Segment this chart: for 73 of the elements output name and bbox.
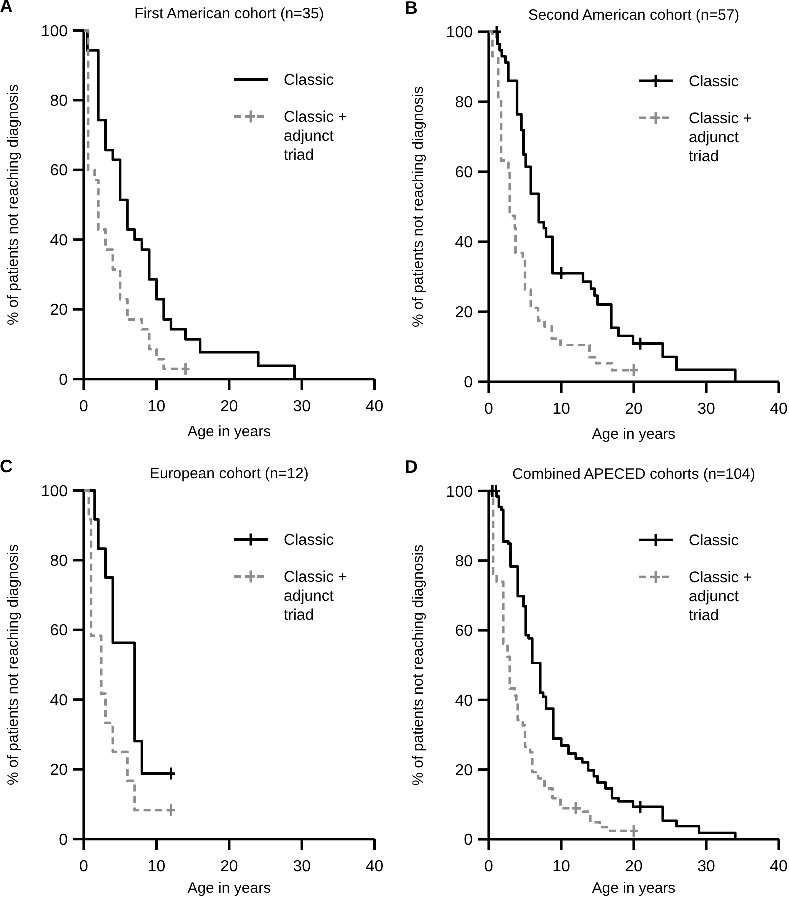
- y-tick-label: 80: [455, 94, 474, 112]
- point: [635, 800, 646, 814]
- legend-label: Classic + adjunct triad: [689, 570, 752, 625]
- y-tick-label: 60: [50, 162, 68, 180]
- text: A: [0, 0, 13, 17]
- x-tick-label: 30: [293, 858, 312, 876]
- legend-label: Classic + adjunct triad: [284, 569, 348, 624]
- x-tick-label: 0: [80, 858, 89, 876]
- x-tick-label: 10: [148, 858, 166, 876]
- y-tick-label: 0: [59, 832, 68, 849]
- x-axis-title: Age in years: [188, 423, 272, 440]
- y-tick-label: 40: [50, 232, 68, 250]
- y-tick-label: 40: [455, 692, 474, 710]
- legend-label: Classic: [284, 72, 334, 90]
- x-tick-label: 20: [220, 398, 238, 416]
- y-tick-label: 100: [446, 24, 474, 42]
- x-tick-label: 0: [484, 401, 494, 418]
- x-tick-label: 40: [366, 398, 384, 416]
- x-tick-label: 10: [552, 858, 570, 876]
- y-tick-label: 80: [50, 553, 68, 570]
- legend-label: Classic: [689, 532, 740, 550]
- point: [628, 363, 640, 378]
- chart-title: Second American cohort (n=57): [528, 7, 740, 24]
- x-tick-label: 20: [625, 401, 643, 418]
- x-axis-title: Age in years: [188, 880, 272, 897]
- x-tick-label: 10: [552, 401, 570, 418]
- y-tick-label: 60: [455, 164, 474, 182]
- y-tick-label: 100: [41, 23, 68, 40]
- x-tick-label: 30: [293, 398, 312, 416]
- y-axis-title: % of patients not reaching diagnosis: [5, 84, 22, 326]
- y-tick-label: 0: [59, 372, 68, 389]
- chart-title: Combined APECED cohorts (n=104): [512, 466, 756, 484]
- text: C: [0, 456, 13, 477]
- legend-label: Classic + adjunct triad: [284, 109, 348, 164]
- y-tick-label: 20: [455, 762, 474, 780]
- y-tick-label: 100: [41, 483, 68, 500]
- legend-label: Classic + adjunct triad: [689, 110, 752, 166]
- chart-title: European cohort (n=12): [150, 466, 309, 483]
- x-tick-label: 30: [698, 401, 716, 418]
- x-tick-label: 40: [770, 401, 788, 418]
- y-tick-label: 40: [455, 234, 474, 252]
- y-axis-title: % of patients not reaching diagnosis: [5, 544, 22, 786]
- y-tick-label: 0: [464, 374, 474, 392]
- y-tick-label: 20: [50, 762, 68, 780]
- x-tick-label: 40: [770, 858, 788, 876]
- y-tick-label: 100: [446, 484, 474, 501]
- y-tick-label: 0: [464, 832, 474, 850]
- x-tick-label: 0: [484, 858, 494, 876]
- x-tick-label: 20: [220, 858, 238, 876]
- y-tick-label: 80: [50, 93, 68, 110]
- y-tick-label: 20: [50, 302, 68, 320]
- x-tick-label: 30: [698, 858, 716, 876]
- x-tick-label: 0: [80, 398, 89, 416]
- x-tick-label: 40: [366, 858, 384, 876]
- x-tick-label: 20: [625, 858, 643, 876]
- legend-label: Classic: [284, 532, 334, 550]
- y-tick-label: 60: [455, 623, 474, 640]
- y-tick-label: 20: [455, 304, 474, 322]
- y-axis-title: % of patients not reaching diagnosis: [410, 544, 427, 786]
- legend-label: Classic: [689, 74, 740, 90]
- chart-title: First American cohort (n=35): [134, 6, 324, 23]
- y-tick-label: 40: [50, 692, 68, 710]
- y-tick-label: 60: [50, 622, 68, 640]
- y-axis-title: % of patients not reaching diagnosis: [410, 86, 427, 328]
- point: [556, 266, 567, 281]
- x-axis-title: Age in years: [592, 880, 676, 897]
- x-axis-title: Age in years: [592, 426, 676, 443]
- y-tick-label: 80: [455, 553, 474, 570]
- text: B: [405, 0, 418, 18]
- x-tick-label: 10: [148, 398, 166, 416]
- text: D: [405, 457, 418, 478]
- point: [570, 801, 582, 816]
- point: [628, 824, 640, 838]
